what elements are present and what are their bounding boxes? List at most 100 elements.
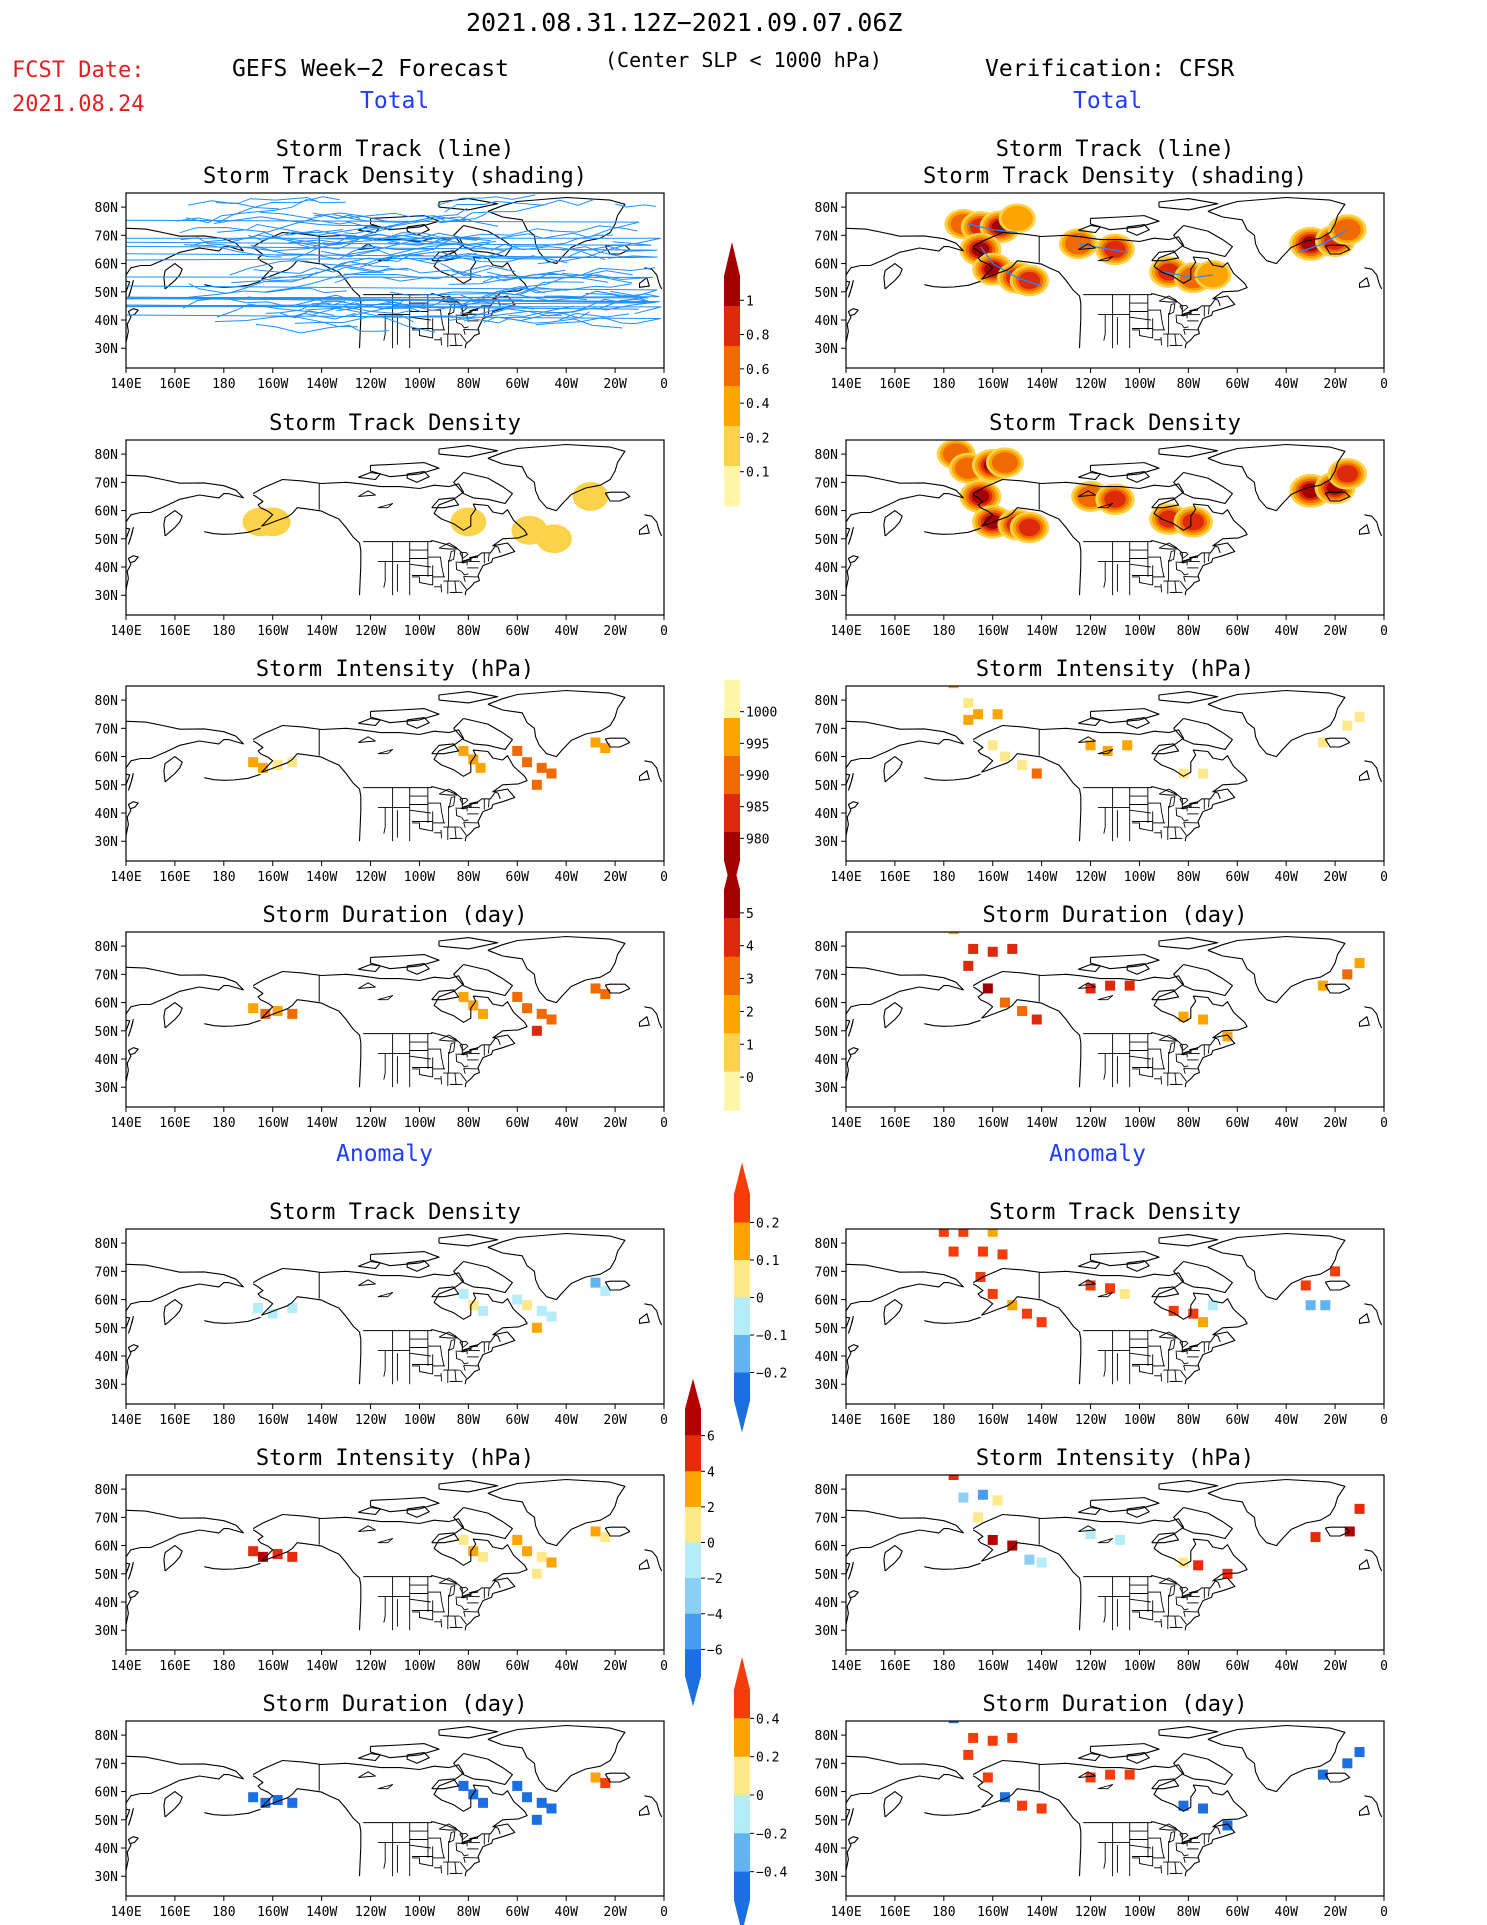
panel-title: Storm Track (line) — [996, 137, 1234, 162]
coastline — [638, 277, 650, 288]
grid-cell — [1007, 1300, 1018, 1311]
lake-outline — [1078, 982, 1096, 989]
state-border — [1160, 1372, 1162, 1382]
lon-tick-label: 120W — [1075, 1413, 1106, 1428]
storm-track-line — [334, 236, 477, 256]
coastline — [846, 1836, 859, 1871]
coastline — [1207, 1232, 1346, 1301]
lon-tick-label: 0 — [660, 377, 668, 392]
grid-cell — [968, 1732, 979, 1743]
coastline — [358, 1752, 381, 1762]
coastline — [453, 1506, 513, 1540]
coastline — [1158, 1480, 1219, 1493]
state-border — [1183, 1611, 1186, 1617]
storm-track-line — [1163, 271, 1213, 279]
coastline — [126, 1263, 244, 1303]
state-border — [440, 1592, 445, 1612]
grid-cell — [1317, 737, 1328, 748]
state-border — [1207, 305, 1210, 315]
lon-tick-label: 80W — [1177, 870, 1201, 885]
coastline — [846, 1003, 871, 1040]
coastline — [847, 279, 854, 298]
lat-tick-label: 50N — [815, 1322, 838, 1337]
coastline — [252, 1283, 362, 1385]
state-border — [383, 561, 386, 588]
lake-outline — [1097, 503, 1114, 509]
storm-track-line — [126, 297, 655, 303]
coastline — [1358, 770, 1370, 781]
state-border — [1129, 1055, 1151, 1060]
coastline — [1207, 1724, 1346, 1793]
state-border — [1160, 1075, 1162, 1085]
grid-cell — [458, 1534, 469, 1545]
coastline — [1207, 196, 1346, 265]
lake-outline — [1189, 1047, 1199, 1051]
coastline — [1126, 717, 1150, 729]
coastline — [453, 1260, 513, 1294]
lake-outline — [1189, 555, 1199, 559]
storm-track-line — [615, 203, 656, 208]
state-border — [1129, 1352, 1151, 1357]
state-border — [463, 1365, 466, 1371]
colorbar-label: −0.4 — [756, 1866, 787, 1881]
duration-colorbar: 5 4 3 2 1 0 — [724, 857, 754, 1111]
grid-cell — [287, 1551, 298, 1562]
coastline — [487, 1232, 626, 1301]
coastline — [638, 1559, 650, 1570]
lon-tick-label: 0 — [1380, 624, 1388, 639]
lat-tick-label: 60N — [95, 258, 118, 273]
lon-tick-label: 20W — [603, 870, 627, 885]
colorbar-swatch — [685, 1542, 701, 1579]
state-border — [440, 1049, 445, 1069]
state-border — [412, 329, 433, 339]
state-border — [409, 809, 431, 814]
coastline — [163, 510, 183, 537]
coastline — [972, 1283, 1082, 1385]
lon-tick-label: 120W — [355, 1116, 386, 1131]
grid-cell — [590, 983, 601, 994]
coastline — [644, 1549, 663, 1572]
coastline — [453, 471, 513, 505]
grid-cell — [1354, 712, 1365, 723]
coastline — [1089, 215, 1160, 231]
lon-tick-label: 180 — [212, 377, 235, 392]
grid-cell — [958, 1229, 969, 1237]
state-border — [1175, 1842, 1183, 1853]
coastline — [846, 757, 871, 794]
lat-tick-label: 60N — [95, 1540, 118, 1555]
state-border — [440, 1838, 445, 1858]
lon-tick-label: 100W — [1124, 1659, 1155, 1674]
gefs-track-density-map: 140E 160E 180 160W 140W 120W 100W 80W 60W 40W 20W 0… — [95, 411, 668, 639]
panel-title: Storm Track Density — [269, 411, 521, 436]
lon-tick-label: 0 — [660, 1413, 668, 1428]
state-border — [440, 1075, 442, 1085]
grid-cell — [1036, 1803, 1047, 1814]
grid-cell — [531, 1025, 542, 1036]
storm-track-line — [184, 244, 282, 258]
coastline — [1324, 1526, 1351, 1537]
coastline — [1364, 1006, 1383, 1029]
coastline — [406, 1752, 430, 1764]
map-frame — [845, 1228, 1385, 1405]
lon-tick-label: 60W — [506, 1905, 530, 1920]
lon-tick-label: 180 — [932, 377, 955, 392]
lake-outline — [1189, 1344, 1199, 1348]
lon-tick-label: 160W — [257, 1905, 288, 1920]
lake-outline — [1097, 1292, 1114, 1298]
grid-cell — [1354, 958, 1365, 969]
coastline — [1078, 1506, 1101, 1516]
state-border — [463, 1068, 466, 1074]
state-border — [1207, 1044, 1210, 1054]
storm-track-line — [248, 234, 343, 246]
lon-tick-label: 0 — [1380, 1413, 1388, 1428]
lon-tick-label: 160E — [879, 624, 910, 639]
coastline — [406, 224, 430, 236]
lon-tick-label: 40W — [1274, 624, 1298, 639]
state-border — [440, 557, 445, 577]
lake-outline — [1180, 1050, 1192, 1056]
lake-outline — [459, 551, 469, 559]
coastline — [1151, 497, 1180, 509]
map-frame — [845, 685, 1385, 862]
grid-cell — [1193, 1560, 1204, 1571]
lon-tick-label: 0 — [1380, 1905, 1388, 1920]
